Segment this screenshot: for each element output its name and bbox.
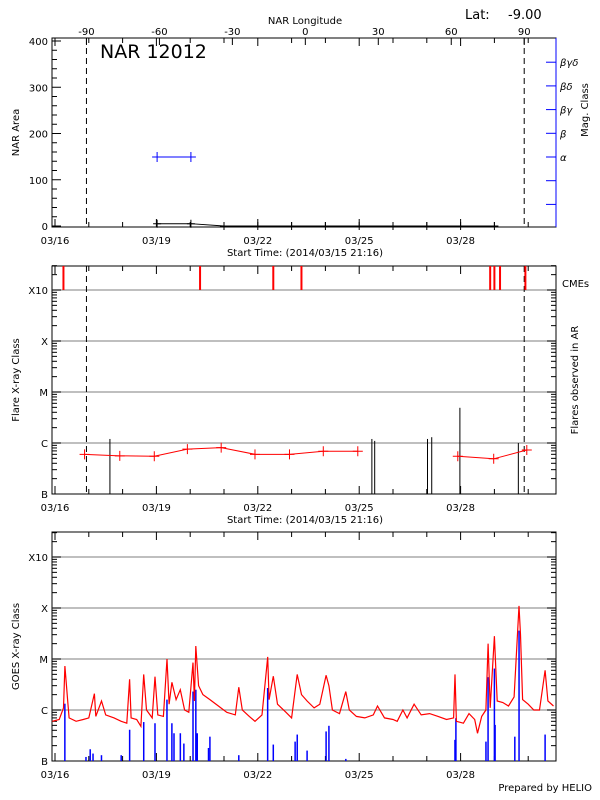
lat-value: -9.00: [508, 8, 542, 23]
x-tick-label: 03/16: [41, 770, 70, 781]
background-flux-line: [457, 449, 527, 460]
area-point: [220, 222, 228, 230]
longitude-tick-label: 90: [518, 27, 531, 38]
x-tick-label: 03/28: [446, 503, 475, 514]
mag-class-axis-label: Mag. Class: [580, 83, 591, 137]
mag-class-label: βδ: [559, 82, 573, 93]
background-flux-point: [352, 446, 363, 457]
y-tick-label: X: [41, 337, 48, 348]
x-tick-label: 03/25: [345, 503, 374, 514]
mag-class-label: β: [559, 129, 567, 140]
x-tick-label: 03/22: [243, 503, 272, 514]
x-tick-label: 03/19: [142, 770, 171, 781]
y-tick-label: X10: [28, 286, 48, 297]
y-tick-label: M: [39, 388, 48, 399]
y-tick-label: B: [41, 490, 48, 501]
cme-label: CMEs: [562, 279, 589, 290]
y-tick-label: B: [41, 757, 48, 768]
background-flux-point: [318, 446, 329, 457]
area-point: [321, 222, 330, 230]
x-tick-label: 03/19: [142, 503, 171, 514]
area-point: [490, 222, 499, 230]
x-tick-label: 03/22: [243, 236, 272, 247]
prepared-by-label: Prepared by HELIO: [498, 783, 592, 794]
plot-frame-2: [51, 265, 557, 495]
longitude-tick-label: 60: [445, 27, 458, 38]
background-flux-point: [452, 451, 463, 462]
area-point: [456, 222, 465, 230]
area-point: [186, 219, 195, 228]
x-tick-label: 03/28: [446, 236, 475, 247]
background-flux-point: [79, 449, 90, 460]
y-axis-label: GOES X-ray Class: [11, 603, 22, 690]
area-point: [422, 222, 431, 230]
longitude-tick-label: -90: [78, 27, 94, 38]
x-tick-label: 03/25: [345, 770, 374, 781]
y-tick-label: M: [39, 655, 48, 666]
x-tick-label: 03/19: [142, 236, 171, 247]
y-tick-label: X: [41, 604, 48, 615]
y-tick-label: 0: [42, 222, 48, 233]
x-tick-label: 03/16: [41, 503, 70, 514]
y-tick-label: 100: [29, 176, 48, 187]
x-tick-label: 03/22: [243, 770, 272, 781]
x-tick-label: 03/16: [41, 236, 70, 247]
background-flux-point: [249, 449, 260, 460]
y-tick-label: 300: [29, 83, 48, 94]
y-tick-label: 400: [29, 37, 48, 48]
x-tick-label: 03/25: [345, 236, 374, 247]
y-axis-label: NAR Area: [11, 109, 22, 156]
background-flux-point: [216, 442, 227, 453]
flares-axis-label: Flares observed in AR: [570, 326, 581, 435]
goes-flux-line: [52, 605, 554, 734]
plot-frame-3: [51, 531, 557, 762]
mag-class-point: [152, 152, 163, 162]
mag-class-point: [185, 152, 196, 162]
area-point: [253, 222, 262, 230]
y-tick-label: X10: [28, 553, 48, 564]
area-point: [355, 222, 364, 230]
y-tick-label: C: [41, 439, 48, 450]
x-axis-label: Start Time: (2014/03/15 21:16): [227, 515, 383, 526]
y-tick-label: C: [41, 706, 48, 717]
x-axis-label: Start Time: (2014/03/15 21:16): [227, 248, 383, 259]
top-axis-label: NAR Longitude: [268, 16, 342, 27]
x-tick-label: 03/28: [446, 770, 475, 781]
area-point: [287, 222, 296, 230]
mag-class-label: βγδ: [559, 58, 578, 69]
lat-label: Lat:: [465, 8, 490, 23]
background-flux-point: [488, 453, 499, 464]
background-flux-point: [114, 450, 125, 461]
background-flux-point: [149, 451, 160, 462]
area-point: [389, 222, 397, 230]
longitude-tick-label: -30: [224, 27, 240, 38]
longitude-tick-label: -60: [151, 27, 167, 38]
mag-class-label: βγ: [559, 106, 573, 117]
y-axis-label: Flare X-ray Class: [11, 338, 22, 422]
background-flux-point: [182, 444, 193, 455]
mag-class-label: α: [560, 153, 567, 164]
background-flux-point: [284, 449, 295, 460]
plot-frame-1: [51, 37, 557, 228]
region-title: NAR 12012: [100, 41, 207, 63]
background-flux-point: [521, 444, 532, 455]
longitude-tick-label: 0: [302, 27, 308, 38]
y-tick-label: 200: [29, 130, 48, 141]
longitude-tick-label: 30: [372, 27, 385, 38]
area-point: [153, 219, 162, 228]
